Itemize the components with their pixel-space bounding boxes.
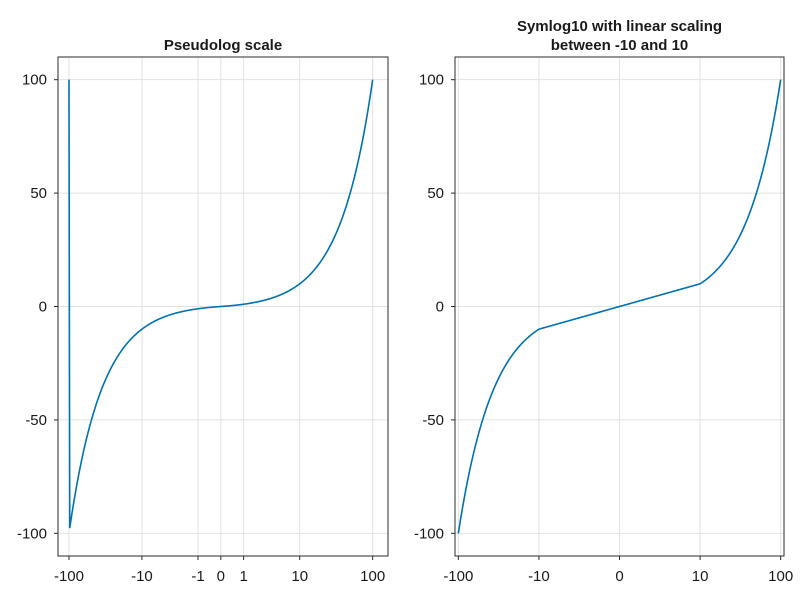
x-tick-label: 1 bbox=[239, 568, 247, 585]
series-line bbox=[457, 79, 782, 534]
series-line bbox=[68, 79, 374, 529]
y-tick-label: -100 bbox=[17, 525, 47, 542]
y-tick-label: -50 bbox=[422, 412, 444, 429]
x-tick-label: -1 bbox=[191, 568, 204, 585]
y-tick-label: 100 bbox=[22, 72, 47, 89]
y-tick-label: 100 bbox=[419, 72, 444, 89]
x-tick-label: -100 bbox=[54, 568, 84, 585]
y-tick-label: 0 bbox=[436, 299, 444, 316]
y-tick-label: 50 bbox=[30, 185, 47, 202]
chart-title: Symlog10 with linear scaling bbox=[517, 18, 722, 35]
chart-title: between -10 and 10 bbox=[551, 37, 689, 54]
y-tick-label: -100 bbox=[414, 525, 444, 542]
x-tick-label: 100 bbox=[768, 568, 793, 585]
x-tick-label: -100 bbox=[443, 568, 473, 585]
chart-title: Pseudolog scale bbox=[164, 37, 282, 54]
x-tick-label: 0 bbox=[615, 568, 623, 585]
y-tick-label: -50 bbox=[25, 412, 47, 429]
y-tick-label: 0 bbox=[39, 299, 47, 316]
x-tick-label: 100 bbox=[360, 568, 385, 585]
x-tick-label: 10 bbox=[291, 568, 308, 585]
y-tick-label: 50 bbox=[427, 185, 444, 202]
x-tick-label: 10 bbox=[692, 568, 709, 585]
x-tick-label: 0 bbox=[217, 568, 225, 585]
x-tick-label: -10 bbox=[131, 568, 153, 585]
x-tick-label: -10 bbox=[528, 568, 550, 585]
